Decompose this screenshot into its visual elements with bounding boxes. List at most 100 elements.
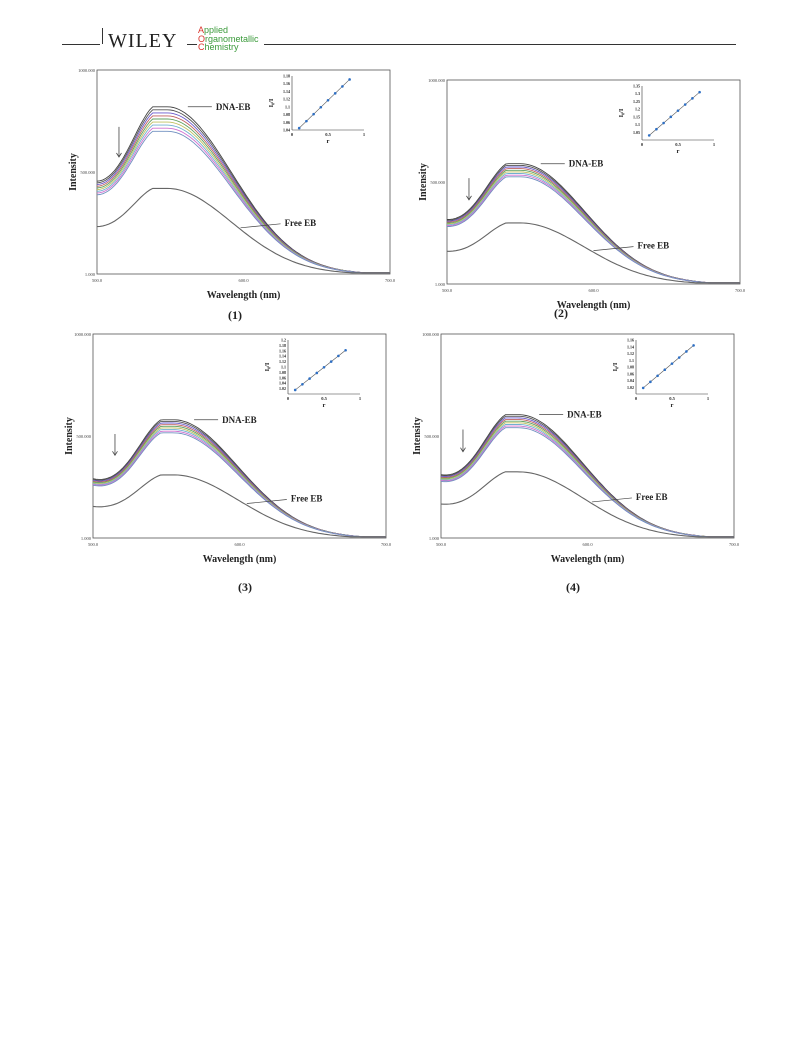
inset-y-tick-label: 1.16 <box>279 348 286 353</box>
inset-data-point <box>685 350 688 353</box>
dna-eb-spectrum <box>440 427 734 538</box>
inset-data-point <box>341 85 344 88</box>
dna-eb-spectrum <box>92 419 386 538</box>
inset-x-tick-label: 0 <box>287 396 290 401</box>
inset-y-tick-label: 1.16 <box>283 81 290 86</box>
inset-y-tick-label: 1.2 <box>281 338 286 343</box>
inset-x-axis-title: r <box>323 402 326 409</box>
x-tick-label: 600.0 <box>238 278 249 283</box>
inset-data-point <box>692 344 695 347</box>
inset-y-tick-label: 1.12 <box>283 97 290 102</box>
inset-x-tick-label: 0.5 <box>321 396 327 401</box>
inset-y-tick-label: 1.04 <box>279 381 286 386</box>
chart-caption-1: (1) <box>228 308 242 322</box>
inset-y-tick-label: 1.18 <box>279 343 286 348</box>
inset-y-tick-label: 1.35 <box>633 84 640 89</box>
plot-frame <box>446 79 741 285</box>
inset-x-tick-label: 0.5 <box>675 142 681 147</box>
plot-frame <box>92 333 387 539</box>
inset-y-tick-label: 1.14 <box>283 89 290 94</box>
y-tick-label: 1000.000 <box>422 332 440 337</box>
journal-header: WILEY Applied Organometallic Chemistry <box>62 24 736 52</box>
inset-y-tick-label: 1.02 <box>279 386 286 391</box>
inset-y-tick-label: 1.05 <box>633 130 640 135</box>
free-eb-spectrum <box>96 187 390 274</box>
y-axis-title: Intensity <box>418 163 429 201</box>
inset-y-tick-label: 1.3 <box>635 91 640 96</box>
inset-y-tick-label: 1.16 <box>627 338 634 343</box>
chart-caption-2: (2) <box>554 306 568 320</box>
inset-y-tick-label: 1.15 <box>633 114 640 119</box>
inset-y-tick-label: 1.06 <box>627 371 634 376</box>
dna-eb-spectrum <box>92 422 386 538</box>
y-axis-title: Intensity <box>412 417 423 455</box>
y-tick-label: 500.000 <box>430 180 445 185</box>
inset-data-point <box>315 371 319 375</box>
spectra-chart-1: 1.000 500.000 1000.000 500.0 600.0 700.0 Wavel… <box>68 68 396 301</box>
inset-y-tick-label: 1.08 <box>283 112 290 117</box>
inset-y-tick-label: 1.06 <box>283 120 290 125</box>
journal-line-1: Applied <box>198 25 229 35</box>
inset-y-tick-label: 1.25 <box>633 99 640 104</box>
inset-data-point <box>297 126 301 130</box>
inset-data-point <box>677 356 681 359</box>
inset-data-point <box>698 90 701 94</box>
free-eb-label: Free EB <box>291 494 323 504</box>
inset-y-tick-label: 1.14 <box>627 344 634 349</box>
inset-y-tick-label: 1.08 <box>279 370 286 375</box>
x-tick-label: 700.0 <box>381 542 392 547</box>
inset-data-point <box>676 109 680 112</box>
inset-data-point <box>319 105 323 109</box>
inset-data-point <box>647 134 651 137</box>
free-eb-pointer <box>246 499 287 504</box>
inset-y-tick-label: 1.12 <box>627 351 634 356</box>
y-axis-title: Intensity <box>64 417 75 455</box>
x-tick-label: 700.0 <box>735 288 746 293</box>
free-eb-spectrum <box>447 222 740 284</box>
inset-data-point <box>663 368 667 371</box>
chart-panel-1: 1.000 500.000 1000.000 500.0 600.0 700.0 Wavel… <box>62 62 396 322</box>
inset-y-tick-label: 1.1 <box>285 104 290 109</box>
chart-panel-3: 1.000 500.000 1000.000 500.0 600.0 700.0 Wavel… <box>58 326 392 586</box>
inset-x-tick-label: 1 <box>359 396 362 401</box>
free-eb-label: Free EB <box>638 241 670 251</box>
free-eb-label: Free EB <box>636 492 668 502</box>
header-rule-right <box>264 44 736 45</box>
y-tick-label: 1.000 <box>435 282 446 287</box>
dna-eb-spectrum <box>440 417 734 538</box>
inset-y-tick-label: 1.04 <box>627 378 634 383</box>
x-axis-title: Wavelength (nm) <box>557 300 631 311</box>
inset-data-point <box>655 127 658 131</box>
inset-data-point <box>337 354 340 358</box>
inset-x-axis-title: r <box>677 148 680 155</box>
inset-x-tick-label: 0 <box>641 142 644 147</box>
free-eb-pointer <box>593 246 634 251</box>
inset-y-tick-label: 1.08 <box>627 365 634 370</box>
inset-data-point <box>683 103 687 106</box>
inset-x-tick-label: 1 <box>363 132 366 137</box>
inset-fit-line <box>643 345 694 389</box>
dna-eb-label: DNA-EB <box>569 159 604 169</box>
spectra-chart-2: 1.000 500.000 1000.000 500.0 600.0 700.0 Wavel… <box>418 78 746 311</box>
x-tick-label: 500.0 <box>88 542 99 547</box>
dna-eb-spectrum <box>92 429 386 538</box>
y-tick-label: 1000.000 <box>428 78 446 83</box>
x-axis-title: Wavelength (nm) <box>203 554 277 565</box>
dna-eb-spectrum <box>92 424 386 538</box>
journal-line-2: Organometallic <box>198 33 259 44</box>
dna-eb-label: DNA-EB <box>216 102 251 112</box>
inset-data-point <box>669 115 673 119</box>
x-tick-label: 600.0 <box>582 542 593 547</box>
inset-data-point <box>348 78 351 81</box>
plot-frame <box>96 69 391 275</box>
y-tick-label: 500.000 <box>76 434 91 439</box>
inset-data-point <box>308 377 311 380</box>
inset-y-tick-label: 1.06 <box>279 375 286 380</box>
x-axis-title: Wavelength (nm) <box>551 554 625 565</box>
dna-eb-spectrum <box>447 174 740 284</box>
inset-data-point <box>344 348 347 352</box>
x-axis-title: Wavelength (nm) <box>207 290 281 301</box>
inset-fit-line <box>298 79 350 129</box>
header-rule-mid <box>187 44 197 45</box>
inset-y-axis-title: I₀/I <box>264 362 271 371</box>
